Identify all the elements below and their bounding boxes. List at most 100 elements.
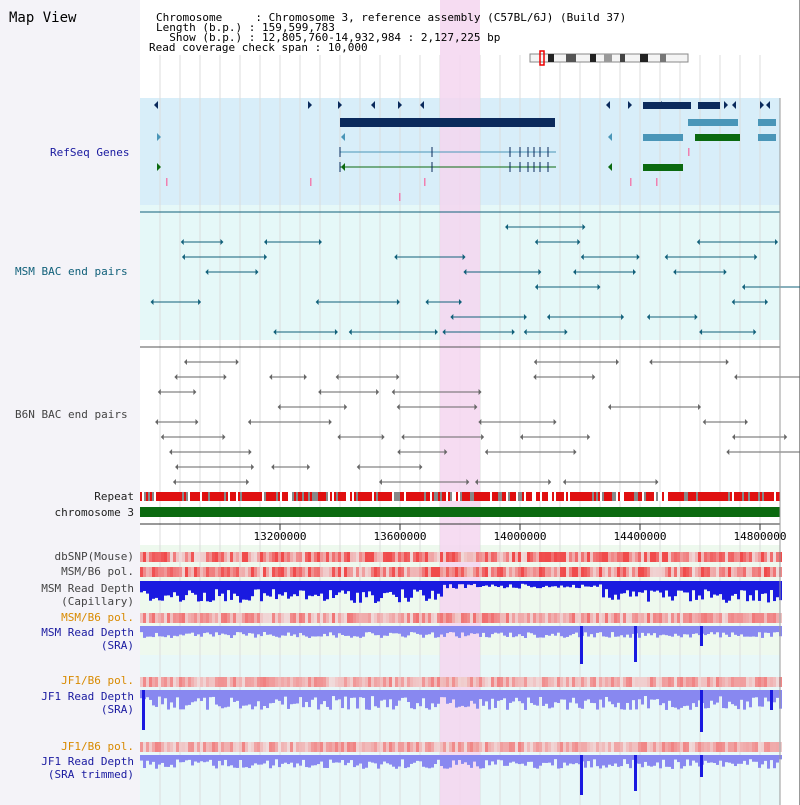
repeat-segment [380, 492, 382, 501]
msm-b6-pol-cell [482, 567, 485, 577]
dbsnp-cell [293, 552, 296, 562]
msm-cap-depth-bar [245, 581, 248, 600]
gene-arrow [577, 239, 581, 245]
msm-b6-pol-cell [704, 567, 707, 577]
msm-b6-pol-cell-2 [287, 613, 290, 623]
jf1-depth-bar [278, 690, 281, 701]
jf1-b6-pol-cell [326, 677, 329, 687]
msm-sra-depth-bar [317, 626, 320, 637]
dbsnp-cell [503, 552, 506, 562]
msm-sra-depth-bar [722, 626, 725, 633]
jf1-b6-pol-cell [614, 677, 617, 687]
repeat-segment [316, 492, 318, 501]
jf1-depth-bar [212, 690, 215, 697]
jf1-b6-pol-cell [350, 677, 353, 687]
msm-b6-pol-cell [752, 567, 755, 577]
jf1-trimmed-depth-bar [700, 755, 703, 777]
jf1-depth-bar [434, 690, 437, 708]
jf1-b6-pol-cell [344, 677, 347, 687]
ideogram-position-marker [539, 50, 545, 66]
jf1-b6-pol-cell-2 [320, 742, 323, 752]
msm-b6-pol-cell-2 [632, 613, 635, 623]
jf1-b6-pol-cell [503, 677, 506, 687]
msm-b6-pol-cell-2 [173, 613, 176, 623]
msm-sra-depth-bar [248, 626, 251, 634]
jf1-b6-pol-cell [383, 677, 386, 687]
gene-arrow [235, 359, 239, 365]
msm-b6-pol-cell [386, 567, 389, 577]
jf1-trimmed-depth-bar [512, 755, 515, 762]
msm-sra-depth-bar [347, 626, 350, 636]
jf1-b6-pol-cell [392, 677, 395, 687]
msm-b6-pol-cell-2 [479, 613, 482, 623]
jf1-depth-bar [659, 690, 662, 706]
jf1-depth-bar [713, 690, 716, 705]
jf1-b6-pol-cell [626, 677, 629, 687]
msm-b6-pol-cell [200, 567, 203, 577]
msm-cap-depth-bar [230, 581, 233, 600]
jf1-b6-pol-cell-2 [341, 742, 344, 752]
msm-sra-depth-bar [698, 626, 701, 636]
jf1-depth-bar [605, 690, 608, 697]
dbsnp-cell [140, 552, 143, 562]
jf1-trimmed-depth-bar [209, 755, 212, 760]
track-label-refseq[interactable]: RefSeq Genes [50, 146, 130, 159]
msm-b6-pol-cell-2 [683, 613, 686, 623]
jf1-b6-pol-cell [161, 677, 164, 687]
repeat-segment [494, 492, 496, 501]
msm-cap-depth-bar [737, 581, 740, 600]
msm-cap-depth-bar [290, 581, 293, 597]
msm-b6-pol-cell [599, 567, 602, 577]
msm-sra-depth-bar [647, 626, 650, 634]
msm-b6-pol-cell-2 [719, 613, 722, 623]
gene-arrow [271, 464, 275, 470]
jf1-b6-pol-cell [509, 677, 512, 687]
msm-sra-depth-bar [410, 626, 413, 633]
msm-b6-pol-cell [683, 567, 686, 577]
jf1-depth-bar [161, 690, 164, 705]
dbsnp-cell [158, 552, 161, 562]
msm-cap-depth-bar [200, 581, 203, 602]
repeat-segment [322, 492, 324, 501]
jf1-b6-pol-cell-2 [191, 742, 194, 752]
repeat-segment [302, 492, 304, 501]
jf1-b6-pol-cell-2 [461, 742, 464, 752]
msm-b6-pol-cell [383, 567, 386, 577]
jf1-b6-pol-cell-2 [623, 742, 626, 752]
jf1-b6-pol-cell [170, 677, 173, 687]
jf1-b6-pol-cell-2 [149, 742, 152, 752]
jf1-trimmed-depth-bar [290, 755, 293, 763]
dbsnp-cell [677, 552, 680, 562]
msm-b6-pol-cell-2 [644, 613, 647, 623]
jf1-b6-pol-cell-2 [749, 742, 752, 752]
msm-b6-pol-cell-2 [251, 613, 254, 623]
repeat-segment [210, 492, 212, 501]
jf1-b6-pol-cell-2 [314, 742, 317, 752]
dbsnp-cell [602, 552, 605, 562]
jf1-b6-pol-cell-2 [596, 742, 599, 752]
msm-b6-pol-cell-2 [257, 613, 260, 623]
repeat-segment [286, 492, 288, 501]
dbsnp-cell [527, 552, 530, 562]
dbsnp-cell [674, 552, 677, 562]
track-label-b6n-bac[interactable]: B6N BAC end pairs [15, 408, 128, 421]
msm-sra-depth-bar [359, 626, 362, 638]
msm-sra-depth-bar [731, 626, 734, 633]
jf1-trimmed-depth-bar [272, 755, 275, 766]
msm-sra-depth-bar [503, 626, 506, 636]
jf1-depth-bar [215, 690, 218, 705]
jf1-b6-pol-cell [269, 677, 272, 687]
jf1-trimmed-depth-bar [605, 755, 608, 768]
track-label-msm-bac[interactable]: MSM BAC end pairs [15, 265, 128, 278]
axis-tick-label: 14800000 [734, 530, 787, 543]
jf1-trimmed-depth-bar [434, 755, 437, 765]
repeat-segment [512, 492, 514, 501]
msm-sra-depth-bar [776, 626, 779, 633]
jf1-b6-pol-cell [524, 677, 527, 687]
jf1-b6-pol-cell-2 [539, 742, 542, 752]
jf1-depth-bar [422, 690, 425, 699]
msm-b6-pol-cell-2 [356, 613, 359, 623]
dbsnp-cell [356, 552, 359, 562]
msm-cap-depth-bar [284, 581, 287, 593]
